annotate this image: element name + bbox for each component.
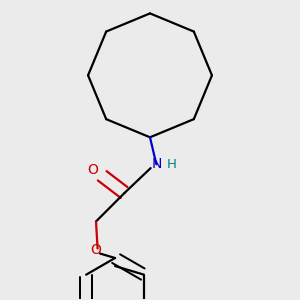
Text: O: O [87, 163, 98, 177]
Text: H: H [167, 158, 176, 171]
Text: N: N [151, 157, 161, 171]
Text: O: O [91, 243, 101, 257]
